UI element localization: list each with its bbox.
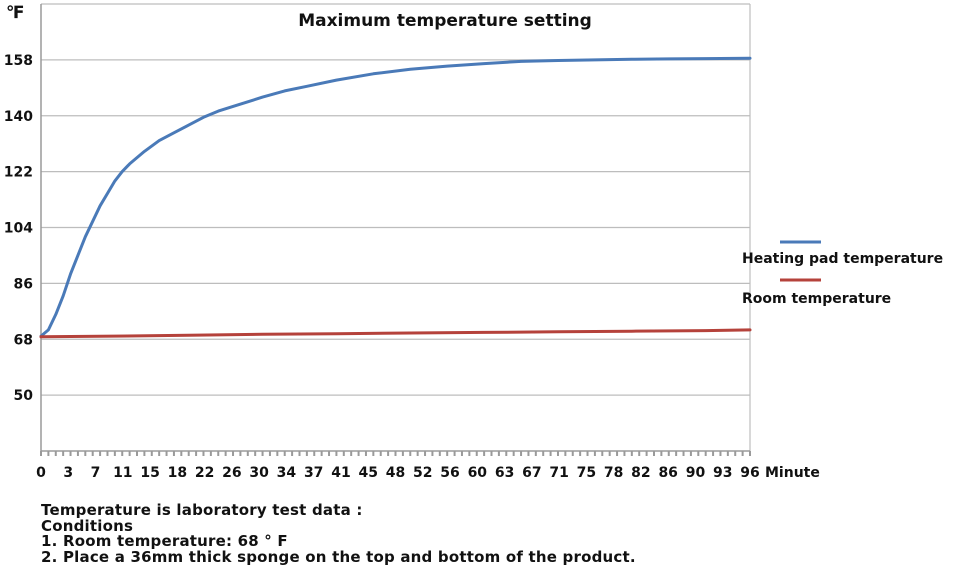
x-tick-label-93: 93 xyxy=(713,465,732,480)
chart-gridlines xyxy=(41,3,751,451)
x-axis-label: Minute xyxy=(765,465,820,480)
y-tick-label-122: 122 xyxy=(4,165,33,181)
y-tick-label-104: 104 xyxy=(4,221,33,237)
x-tick-label-11: 11 xyxy=(113,465,132,480)
x-tick-label-86: 86 xyxy=(658,465,677,480)
x-tick-label-82: 82 xyxy=(631,465,650,480)
x-tick-label-96: 96 xyxy=(740,465,759,480)
y-tick-label-140: 140 xyxy=(4,109,33,125)
x-tick-label-48: 48 xyxy=(386,465,405,480)
legend-label-heating-pad: Heating pad temperature xyxy=(742,251,943,267)
x-tick-label-75: 75 xyxy=(577,465,596,480)
x-tick-label-45: 45 xyxy=(358,465,377,480)
x-tick-label-3: 3 xyxy=(63,465,73,480)
x-tick-label-60: 60 xyxy=(468,465,488,480)
x-tick-label-30: 30 xyxy=(249,465,269,480)
x-tick-label-71: 71 xyxy=(549,465,568,480)
x-tick-label-90: 90 xyxy=(686,465,706,480)
x-tick-label-18: 18 xyxy=(168,465,187,480)
x-tick-label-34: 34 xyxy=(277,465,297,480)
x-tick-label-15: 15 xyxy=(140,465,159,480)
x-tick-label-56: 56 xyxy=(440,465,459,480)
chart-series xyxy=(39,56,752,339)
x-tick-label-37: 37 xyxy=(304,465,323,480)
x-tick-label-7: 7 xyxy=(91,465,101,480)
x-tick-label-22: 22 xyxy=(195,465,214,480)
y-tick-label-50: 50 xyxy=(14,388,34,404)
chart-axes xyxy=(40,4,751,456)
notes-line-sponge: 2. Place a 36mm thick sponge on the top … xyxy=(41,547,636,566)
x-tick-label-0: 0 xyxy=(36,465,46,480)
test-notes: Temperature is laboratory test data : Co… xyxy=(41,501,636,566)
x-tick-label-63: 63 xyxy=(495,465,514,480)
x-tick-label-52: 52 xyxy=(413,465,432,480)
chart-legend: Heating pad temperature Room temperature xyxy=(742,240,943,307)
notes-line-conditions: Conditions xyxy=(41,516,134,535)
x-tick-label-78: 78 xyxy=(604,465,623,480)
y-axis-label: ℉ xyxy=(6,3,24,23)
x-tick-label-41: 41 xyxy=(331,465,350,480)
notes-line-intro: Temperature is laboratory test data : xyxy=(41,501,363,519)
legend-label-room: Room temperature xyxy=(742,291,891,307)
x-axis-ticks: 0 3 7 11 15 18 22 26 30 34 37 41 45 48 52 56 60 63 67 71 75 7… xyxy=(36,465,760,480)
x-tick-label-26: 26 xyxy=(222,465,241,480)
x-tick-label-67: 67 xyxy=(522,465,541,480)
series-line-heating-pad xyxy=(39,56,752,338)
series-line-room xyxy=(39,328,752,339)
y-tick-label-68: 68 xyxy=(14,332,33,348)
y-axis-ticks: 50 68 86 104 122 140 158 xyxy=(4,53,33,404)
y-tick-label-86: 86 xyxy=(14,276,33,292)
chart-title: Maximum temperature setting xyxy=(298,11,592,31)
notes-line-room-temp: 1. Room temperature: 68 ° F xyxy=(41,532,288,550)
y-tick-label-158: 158 xyxy=(4,53,33,69)
